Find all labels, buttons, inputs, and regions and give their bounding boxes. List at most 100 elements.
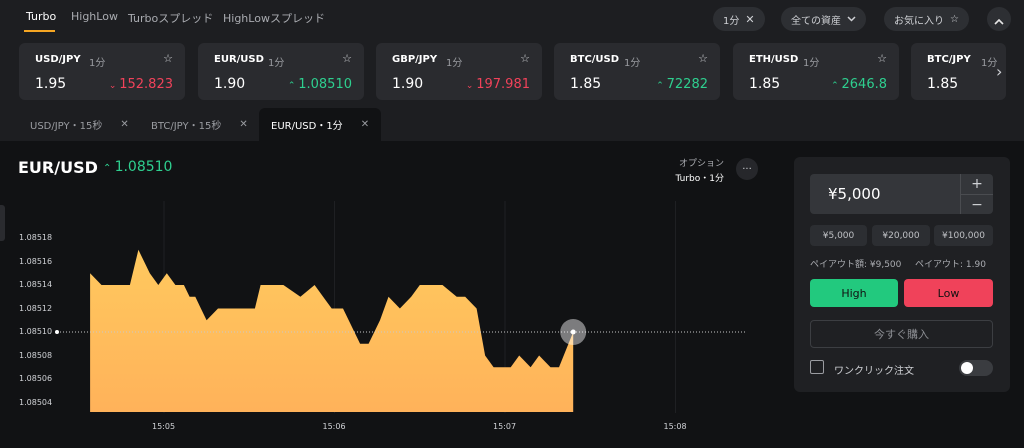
timeframe-filter[interactable]: 1分 ✕ bbox=[713, 7, 765, 31]
y-tick-label: 1.08506 bbox=[19, 374, 53, 383]
tab-highlow[interactable]: HighLow bbox=[71, 10, 118, 23]
ticker-card[interactable]: ETH/USD 1分 ☆ 1.85 ⌃ 2646.8 bbox=[733, 43, 899, 100]
price-area bbox=[90, 249, 574, 412]
ticker-price: ⌃ 72282 bbox=[656, 77, 708, 92]
close-icon[interactable]: ✕ bbox=[120, 119, 129, 130]
ticker-price: ⌃ 2646.8 bbox=[831, 77, 887, 92]
top-navigation: Turbo HighLow Turboスプレッド HighLowスプレッド 1分… bbox=[0, 0, 1024, 38]
arrow-up-icon: ⌃ bbox=[287, 81, 299, 91]
ticker-price: ⌄ 197.981 bbox=[466, 77, 530, 92]
ticker-price: ⌄ 152.823 bbox=[109, 77, 173, 92]
amount-stepper: + − bbox=[960, 174, 993, 214]
y-tick-label: 1.08516 bbox=[19, 256, 53, 266]
trade-panel: ¥5,000 + − ¥5,000 ¥20,000 ¥100,000 ペイアウト… bbox=[794, 157, 1010, 392]
collapse-button[interactable] bbox=[987, 7, 1011, 31]
chart-tab-label: EUR/USD・1分 bbox=[271, 121, 343, 132]
arrow-up-icon: ⌃ bbox=[656, 81, 667, 91]
chart-tab-label: USD/JPY・15秒 bbox=[30, 121, 103, 132]
ticker-card[interactable]: EUR/USD 1分 ☆ 1.90 ⌃ 1.08510 bbox=[198, 43, 364, 100]
star-icon[interactable]: ☆ bbox=[698, 52, 708, 65]
chevron-down-icon bbox=[847, 14, 856, 25]
close-icon[interactable]: ✕ bbox=[360, 119, 370, 130]
chevron-up-icon bbox=[994, 10, 1004, 29]
preset-amount-button[interactable]: ¥5,000 bbox=[810, 225, 867, 246]
option-info: オプション Turbo・1分 bbox=[670, 156, 724, 184]
chart-tabs: USD/JPY・15秒 ✕ BTC/JPY・15秒 ✕ EUR/USD・1分 ✕ bbox=[0, 108, 1024, 141]
x-tick-label: 15:05 bbox=[152, 422, 176, 431]
ticker-payout: 1.85 bbox=[570, 76, 602, 92]
one-click-toggle[interactable] bbox=[959, 360, 993, 376]
ticker-card[interactable]: GBP/JPY 1分 ☆ 1.90 ⌄ 197.981 bbox=[376, 43, 542, 100]
chart-current-price: ⌃ 1.08510 bbox=[103, 159, 172, 175]
ticker-card[interactable]: BTC/USD 1分 ☆ 1.85 ⌃ 72282 bbox=[554, 43, 720, 100]
arrow-up-icon: ⌃ bbox=[103, 163, 115, 174]
decrease-amount-button[interactable]: − bbox=[961, 194, 993, 214]
chart-tab[interactable]: USD/JPY・15秒 ✕ bbox=[30, 108, 129, 141]
increase-amount-button[interactable]: + bbox=[971, 176, 983, 192]
favorites-filter[interactable]: お気に入り ☆ bbox=[884, 7, 969, 31]
option-value: Turbo・1分 bbox=[675, 174, 724, 184]
y-tick-label: 1.08514 bbox=[19, 280, 53, 289]
chart-tab-active[interactable]: EUR/USD・1分 ✕ bbox=[259, 108, 382, 141]
tab-highlow-spread[interactable]: HighLowスプレッド bbox=[223, 12, 325, 25]
investment-amount-value: ¥5,000 bbox=[828, 185, 881, 203]
close-icon[interactable]: ✕ bbox=[745, 12, 755, 26]
ticker-symbol: BTC/JPY bbox=[927, 54, 971, 65]
ticker-cards: USD/JPY 1分 ☆ 1.95 ⌄ 152.823 EUR/USD 1分 ☆… bbox=[0, 38, 1024, 108]
tab-turbo[interactable]: Turbo bbox=[26, 10, 57, 23]
side-drawer-handle[interactable] bbox=[0, 205, 5, 241]
ticker-price-value: 1.08510 bbox=[298, 77, 352, 92]
price-line-start-dot bbox=[55, 330, 59, 334]
price-chart bbox=[55, 201, 745, 413]
x-tick-label: 15:08 bbox=[663, 422, 687, 431]
tab-turbo-spread[interactable]: Turboスプレッド bbox=[128, 12, 214, 25]
ticker-symbol: EUR/USD bbox=[214, 54, 264, 65]
y-tick-label: 1.08508 bbox=[19, 350, 53, 360]
ticker-price: ⌃ 1.08510 bbox=[288, 77, 352, 92]
ticker-timeframe: 1分 bbox=[624, 58, 641, 69]
star-icon[interactable]: ☆ bbox=[163, 52, 173, 65]
buy-now-button[interactable]: 今すぐ購入 bbox=[810, 320, 993, 348]
arrow-down-icon: ⌄ bbox=[465, 81, 477, 91]
chart-tab-label: BTC/JPY・15秒 bbox=[151, 121, 222, 132]
chart-tab[interactable]: BTC/JPY・15秒 ✕ bbox=[151, 108, 248, 141]
ticker-payout: 1.85 bbox=[927, 76, 959, 92]
ticker-payout: 1.85 bbox=[749, 76, 781, 92]
payout-amount: ペイアウト額: ¥9,500 bbox=[810, 260, 902, 270]
star-icon[interactable]: ☆ bbox=[342, 52, 352, 65]
ticker-symbol: BTC/USD bbox=[570, 54, 620, 65]
arrow-up-icon: ⌃ bbox=[831, 81, 842, 91]
high-button[interactable]: High bbox=[810, 279, 898, 307]
preset-amount-button[interactable]: ¥20,000 bbox=[872, 225, 930, 246]
y-tick-label: 1.08510 bbox=[19, 327, 53, 336]
toggle-knob bbox=[961, 362, 973, 374]
low-button[interactable]: Low bbox=[904, 279, 993, 307]
ticker-timeframe: 1分 bbox=[89, 58, 106, 69]
chart-pair-title: EUR/USD bbox=[18, 158, 98, 177]
ticker-price-value: 2646.8 bbox=[841, 77, 888, 92]
x-tick-label: 15:06 bbox=[322, 422, 346, 431]
ticker-symbol: USD/JPY bbox=[35, 54, 81, 65]
close-icon[interactable]: ✕ bbox=[239, 119, 248, 130]
more-options-button[interactable]: ··· bbox=[736, 158, 758, 180]
ticker-card[interactable]: BTC/JPY 1分 1.85 bbox=[911, 43, 1006, 100]
investment-amount[interactable]: ¥5,000 + − bbox=[810, 174, 993, 214]
chevron-right-icon[interactable]: › bbox=[996, 62, 1003, 81]
y-tick-label: 1.08504 bbox=[19, 397, 53, 407]
x-tick-label: 15:07 bbox=[493, 422, 517, 431]
ticker-symbol: ETH/USD bbox=[749, 54, 799, 65]
ticker-timeframe: 1分 bbox=[981, 58, 998, 69]
option-label: オプション bbox=[678, 159, 724, 169]
arrow-down-icon: ⌄ bbox=[108, 81, 120, 91]
ticker-price-value: 72282 bbox=[666, 77, 708, 92]
star-icon[interactable]: ☆ bbox=[520, 52, 530, 65]
ticker-price-value: 152.823 bbox=[119, 77, 173, 92]
asset-filter-dropdown[interactable]: 全ての資産 bbox=[781, 7, 866, 31]
ticker-payout: 1.95 bbox=[35, 76, 67, 92]
star-icon: ☆ bbox=[950, 13, 959, 25]
chart-current-price-value: 1.08510 bbox=[114, 159, 173, 175]
payout-rate: ペイアウト: 1.90 bbox=[915, 260, 986, 270]
star-icon[interactable]: ☆ bbox=[877, 52, 887, 65]
ticker-card[interactable]: USD/JPY 1分 ☆ 1.95 ⌄ 152.823 bbox=[19, 43, 185, 100]
preset-amount-button[interactable]: ¥100,000 bbox=[934, 225, 993, 246]
